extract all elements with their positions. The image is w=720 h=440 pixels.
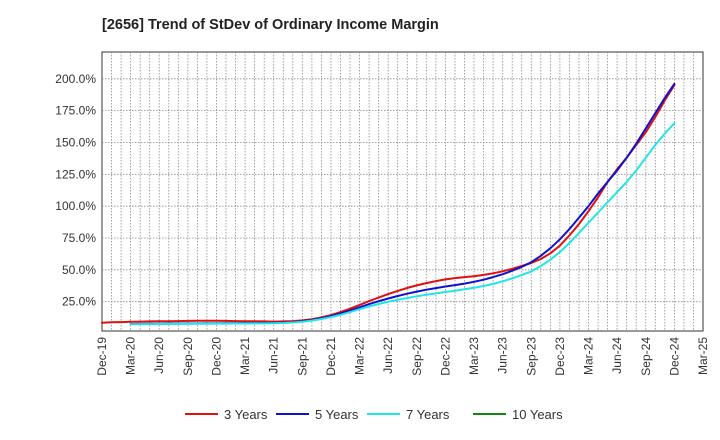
x-tick-label: Sep-24 — [639, 337, 653, 376]
x-tick-label: Dec-23 — [553, 337, 567, 376]
x-tick-label: Jun-21 — [267, 337, 281, 374]
x-tick-label: Jun-22 — [381, 337, 395, 374]
x-tick-label: Dec-22 — [438, 337, 452, 376]
y-tick-label: 75.0% — [62, 231, 96, 245]
x-tick-label: Dec-19 — [95, 337, 109, 376]
series-line-3-years — [101, 84, 676, 324]
x-tick-label: Mar-25 — [696, 337, 710, 375]
chart-title: [2656] Trend of StDev of Ordinary Income… — [102, 17, 439, 33]
series-lines — [101, 82, 676, 326]
x-tick-label: Mar-20 — [124, 337, 138, 375]
y-tick-label: 100.0% — [55, 199, 96, 213]
legend-label: 3 Years — [224, 407, 268, 422]
legend-label: 10 Years — [512, 407, 563, 422]
x-tick-label: Jun-23 — [496, 337, 510, 374]
y-tick-label: 50.0% — [62, 263, 96, 277]
x-tick-label: Jun-20 — [152, 337, 166, 374]
x-tick-label: Dec-21 — [324, 337, 338, 376]
legend: 3 Years 5 Years 7 Years 10 Years — [185, 407, 563, 422]
x-tick-label: Sep-22 — [410, 337, 424, 376]
plot-area — [101, 51, 704, 332]
y-tick-label: 200.0% — [55, 72, 96, 86]
x-tick-label: Dec-24 — [667, 337, 681, 376]
legend-item: 7 Years — [367, 407, 450, 422]
y-tick-label: 150.0% — [55, 136, 96, 150]
y-tick-label: 125.0% — [55, 167, 96, 181]
x-tick-label: Jun-24 — [610, 337, 624, 374]
y-tick-label: 25.0% — [62, 295, 96, 309]
x-axis-labels: Dec-19 Mar-20 Jun-20 Sep-20 Dec-20 Mar-21 Jun-… — [95, 337, 710, 376]
legend-label: 5 Years — [315, 407, 359, 422]
legend-item: 3 Years — [185, 407, 268, 422]
series-line-7-years — [129, 122, 676, 326]
y-tick-label: 175.0% — [55, 104, 96, 118]
x-tick-label: Dec-20 — [210, 337, 224, 376]
legend-item: 5 Years — [276, 407, 359, 422]
y-axis-labels: 25.0% 50.0% 75.0% 100.0% 125.0% 150.0% 175.0% 2… — [55, 72, 96, 309]
x-tick-label: Sep-21 — [295, 337, 309, 376]
x-tick-label: Mar-24 — [582, 337, 596, 375]
x-tick-label: Mar-23 — [467, 337, 481, 375]
horizontal-gridlines — [102, 78, 703, 303]
x-tick-label: Mar-22 — [353, 337, 367, 375]
x-tick-label: Sep-23 — [524, 337, 538, 376]
x-tick-label: Sep-20 — [181, 337, 195, 376]
x-tick-label: Mar-21 — [238, 337, 252, 375]
legend-item: 10 Years — [473, 407, 563, 422]
legend-label: 7 Years — [406, 407, 450, 422]
